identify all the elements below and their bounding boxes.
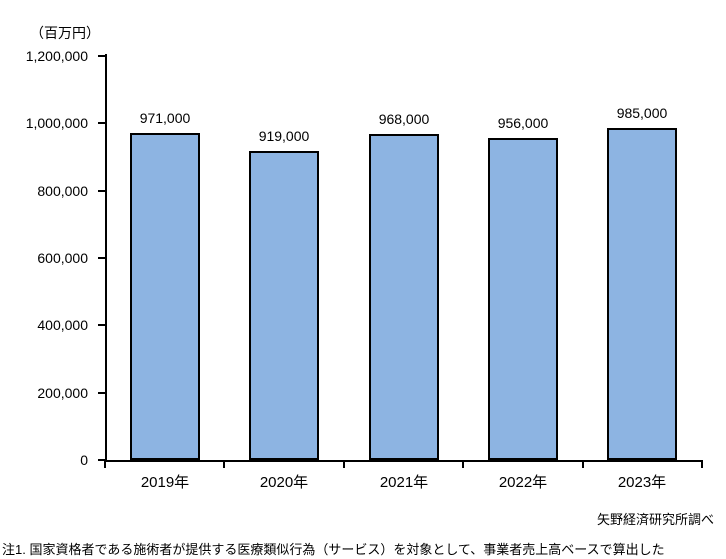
x-axis-category-label: 2023年 [617,474,667,491]
x-axis-tick-mark [701,460,703,468]
footnote: 注1. 国家資格者である施術者が提供する医療類似行為（サービス）を対象として、事… [2,542,665,557]
bar-value-label: 919,000 [258,128,310,144]
x-axis-tick-mark [223,460,226,468]
y-axis-tick-mark [98,189,106,192]
bar-2022年 [488,138,558,460]
y-axis-tick-label: 800,000 [37,182,88,199]
y-axis-tick-label: 600,000 [37,250,88,266]
x-axis-category-label: 2019年 [140,474,190,491]
x-axis-tick-mark [462,460,465,468]
y-axis-tick-label: 0 [80,452,88,468]
y-axis-tick-mark [98,122,106,125]
bar-value-label: 985,000 [616,105,668,121]
y-axis-tick-label: 1,200,000 [25,48,88,64]
y-axis-unit-label: （百万円） [30,25,100,41]
y-axis-tick-label: 1,000,000 [25,115,88,132]
y-axis-tick-mark [98,459,106,461]
x-axis-category-label: 2022年 [498,474,548,491]
x-axis-line [105,460,702,462]
x-axis-tick-mark [581,460,584,468]
bar-2021年 [369,134,439,460]
x-axis-category-label: 2021年 [379,474,429,491]
y-axis-tick-mark [98,324,106,327]
x-axis-tick-mark [342,460,345,468]
x-axis-tick-mark [104,460,106,468]
y-axis-tick-label: 400,000 [37,317,88,334]
y-axis-tick-mark [98,55,106,57]
bar-2020年 [249,151,319,460]
bar-value-label: 968,000 [378,111,430,127]
bar-2019年 [130,133,200,460]
source-credit: 矢野経済研究所調べ [596,512,714,527]
bar-2023年 [607,128,677,460]
y-axis-line [105,54,107,462]
bar-value-label: 971,000 [139,110,191,126]
y-axis-tick-mark [98,257,106,259]
y-axis-tick-label: 200,000 [37,384,88,401]
bar-value-label: 956,000 [497,115,549,131]
x-axis-category-label: 2020年 [259,474,309,491]
y-axis-tick-mark [98,391,106,394]
